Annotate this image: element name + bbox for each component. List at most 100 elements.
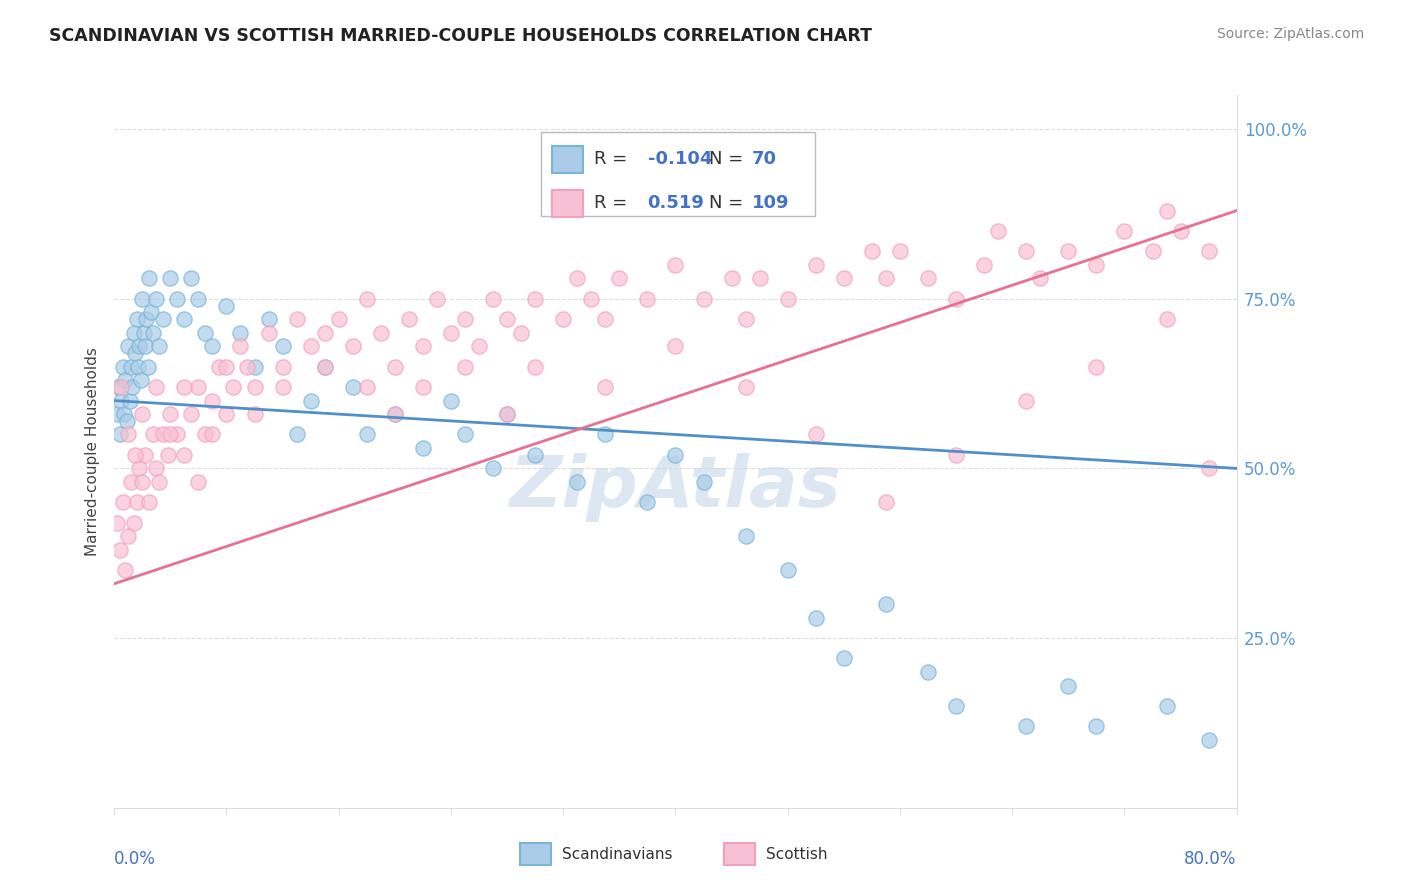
Text: R =: R = [595, 194, 627, 212]
Point [271, 359, 294, 374]
Point [1085, 719, 1108, 733]
Point [128, 461, 150, 475]
Point [145, 461, 167, 475]
Text: 0.0%: 0.0% [114, 850, 156, 868]
Point [108, 542, 131, 557]
Point [496, 407, 519, 421]
Point [134, 339, 156, 353]
Point [187, 475, 209, 489]
Point [145, 380, 167, 394]
Point [553, 312, 575, 326]
Point [194, 326, 217, 340]
Point [257, 326, 280, 340]
Point [187, 292, 209, 306]
Point [166, 427, 188, 442]
Point [1057, 678, 1080, 692]
Point [120, 475, 142, 489]
Point [692, 292, 714, 306]
Point [1114, 224, 1136, 238]
Text: N =: N = [710, 150, 744, 169]
Point [142, 326, 165, 340]
Point [664, 448, 686, 462]
Point [142, 427, 165, 442]
Point [131, 407, 153, 421]
Point [664, 258, 686, 272]
Point [1198, 732, 1220, 747]
Point [229, 339, 252, 353]
Point [152, 427, 174, 442]
Point [860, 244, 883, 259]
Point [636, 292, 658, 306]
Point [139, 305, 162, 319]
Point [328, 312, 350, 326]
Point [125, 312, 148, 326]
Point [180, 271, 202, 285]
Point [111, 359, 134, 374]
Point [384, 359, 406, 374]
Point [595, 427, 617, 442]
Point [299, 339, 322, 353]
Point [134, 448, 156, 462]
Point [271, 380, 294, 394]
Point [257, 312, 280, 326]
Point [454, 427, 477, 442]
Point [122, 326, 145, 340]
Point [152, 312, 174, 326]
Point [917, 271, 939, 285]
Point [636, 495, 658, 509]
Point [285, 312, 308, 326]
Point [524, 359, 547, 374]
Point [776, 292, 799, 306]
Point [748, 271, 770, 285]
Point [875, 271, 897, 285]
Point [108, 427, 131, 442]
Point [314, 326, 336, 340]
Point [595, 380, 617, 394]
Point [243, 359, 266, 374]
Point [342, 339, 364, 353]
Point [215, 359, 238, 374]
Point [271, 339, 294, 353]
Point [1015, 244, 1038, 259]
Point [105, 516, 128, 530]
Point [156, 448, 179, 462]
Point [945, 698, 967, 713]
Point [120, 359, 142, 374]
Point [124, 448, 146, 462]
Point [734, 380, 756, 394]
Point [945, 448, 967, 462]
Point [524, 448, 547, 462]
Point [581, 292, 603, 306]
Text: ZipAtlas: ZipAtlas [509, 452, 841, 522]
Point [236, 359, 259, 374]
Point [776, 563, 799, 577]
Point [222, 380, 245, 394]
Point [124, 346, 146, 360]
Point [159, 271, 181, 285]
Point [1198, 461, 1220, 475]
Point [720, 271, 742, 285]
Text: Scottish: Scottish [766, 847, 828, 862]
Point [832, 651, 855, 665]
Point [917, 665, 939, 679]
Point [426, 292, 449, 306]
Point [131, 292, 153, 306]
Point [114, 373, 136, 387]
Point [148, 339, 170, 353]
Point [482, 461, 505, 475]
Point [1156, 698, 1178, 713]
Point [110, 393, 132, 408]
Point [243, 407, 266, 421]
Point [1142, 244, 1164, 259]
Point [128, 339, 150, 353]
Point [110, 380, 132, 394]
Text: 70: 70 [752, 150, 776, 169]
Point [173, 448, 195, 462]
Point [1156, 312, 1178, 326]
Point [496, 407, 519, 421]
Text: R =: R = [595, 150, 627, 169]
Text: 80.0%: 80.0% [1184, 850, 1237, 868]
Point [159, 407, 181, 421]
Point [510, 326, 533, 340]
Point [468, 339, 491, 353]
